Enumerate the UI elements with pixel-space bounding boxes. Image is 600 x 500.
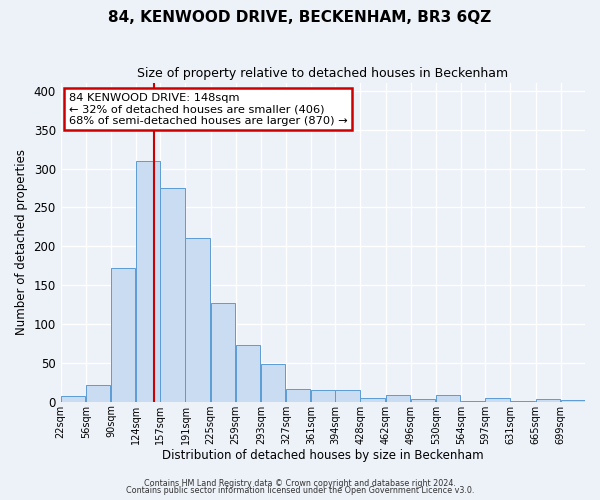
Bar (61, 396, 85, 402)
Bar (185, 238, 210, 402)
Text: 84, KENWOOD DRIVE, BECKENHAM, BR3 6QZ: 84, KENWOOD DRIVE, BECKENHAM, BR3 6QZ (109, 10, 491, 25)
Text: Contains HM Land Registry data © Crown copyright and database right 2024.: Contains HM Land Registry data © Crown c… (144, 478, 456, 488)
Bar (361, 398, 385, 402)
Bar (136, 161, 160, 402)
Bar (236, 345, 260, 402)
Bar (311, 390, 335, 402)
Title: Size of property relative to detached houses in Beckenham: Size of property relative to detached ho… (137, 68, 508, 80)
Bar (160, 188, 185, 402)
X-axis label: Distribution of detached houses by size in Beckenham: Distribution of detached houses by size … (162, 450, 484, 462)
Bar (261, 364, 285, 402)
Bar (461, 401, 485, 402)
Bar (536, 400, 560, 402)
Bar (335, 390, 360, 402)
Bar (436, 396, 460, 402)
Text: Contains public sector information licensed under the Open Government Licence v3: Contains public sector information licen… (126, 486, 474, 495)
Text: 84 KENWOOD DRIVE: 148sqm
← 32% of detached houses are smaller (406)
68% of semi-: 84 KENWOOD DRIVE: 148sqm ← 32% of detach… (68, 92, 347, 126)
Bar (485, 398, 509, 402)
Bar (560, 400, 585, 402)
Bar (211, 303, 235, 402)
Bar (286, 389, 310, 402)
Bar (411, 400, 435, 402)
Bar (86, 384, 110, 402)
Bar (386, 394, 410, 402)
Y-axis label: Number of detached properties: Number of detached properties (15, 150, 28, 336)
Bar (511, 401, 535, 402)
Bar (111, 268, 135, 402)
